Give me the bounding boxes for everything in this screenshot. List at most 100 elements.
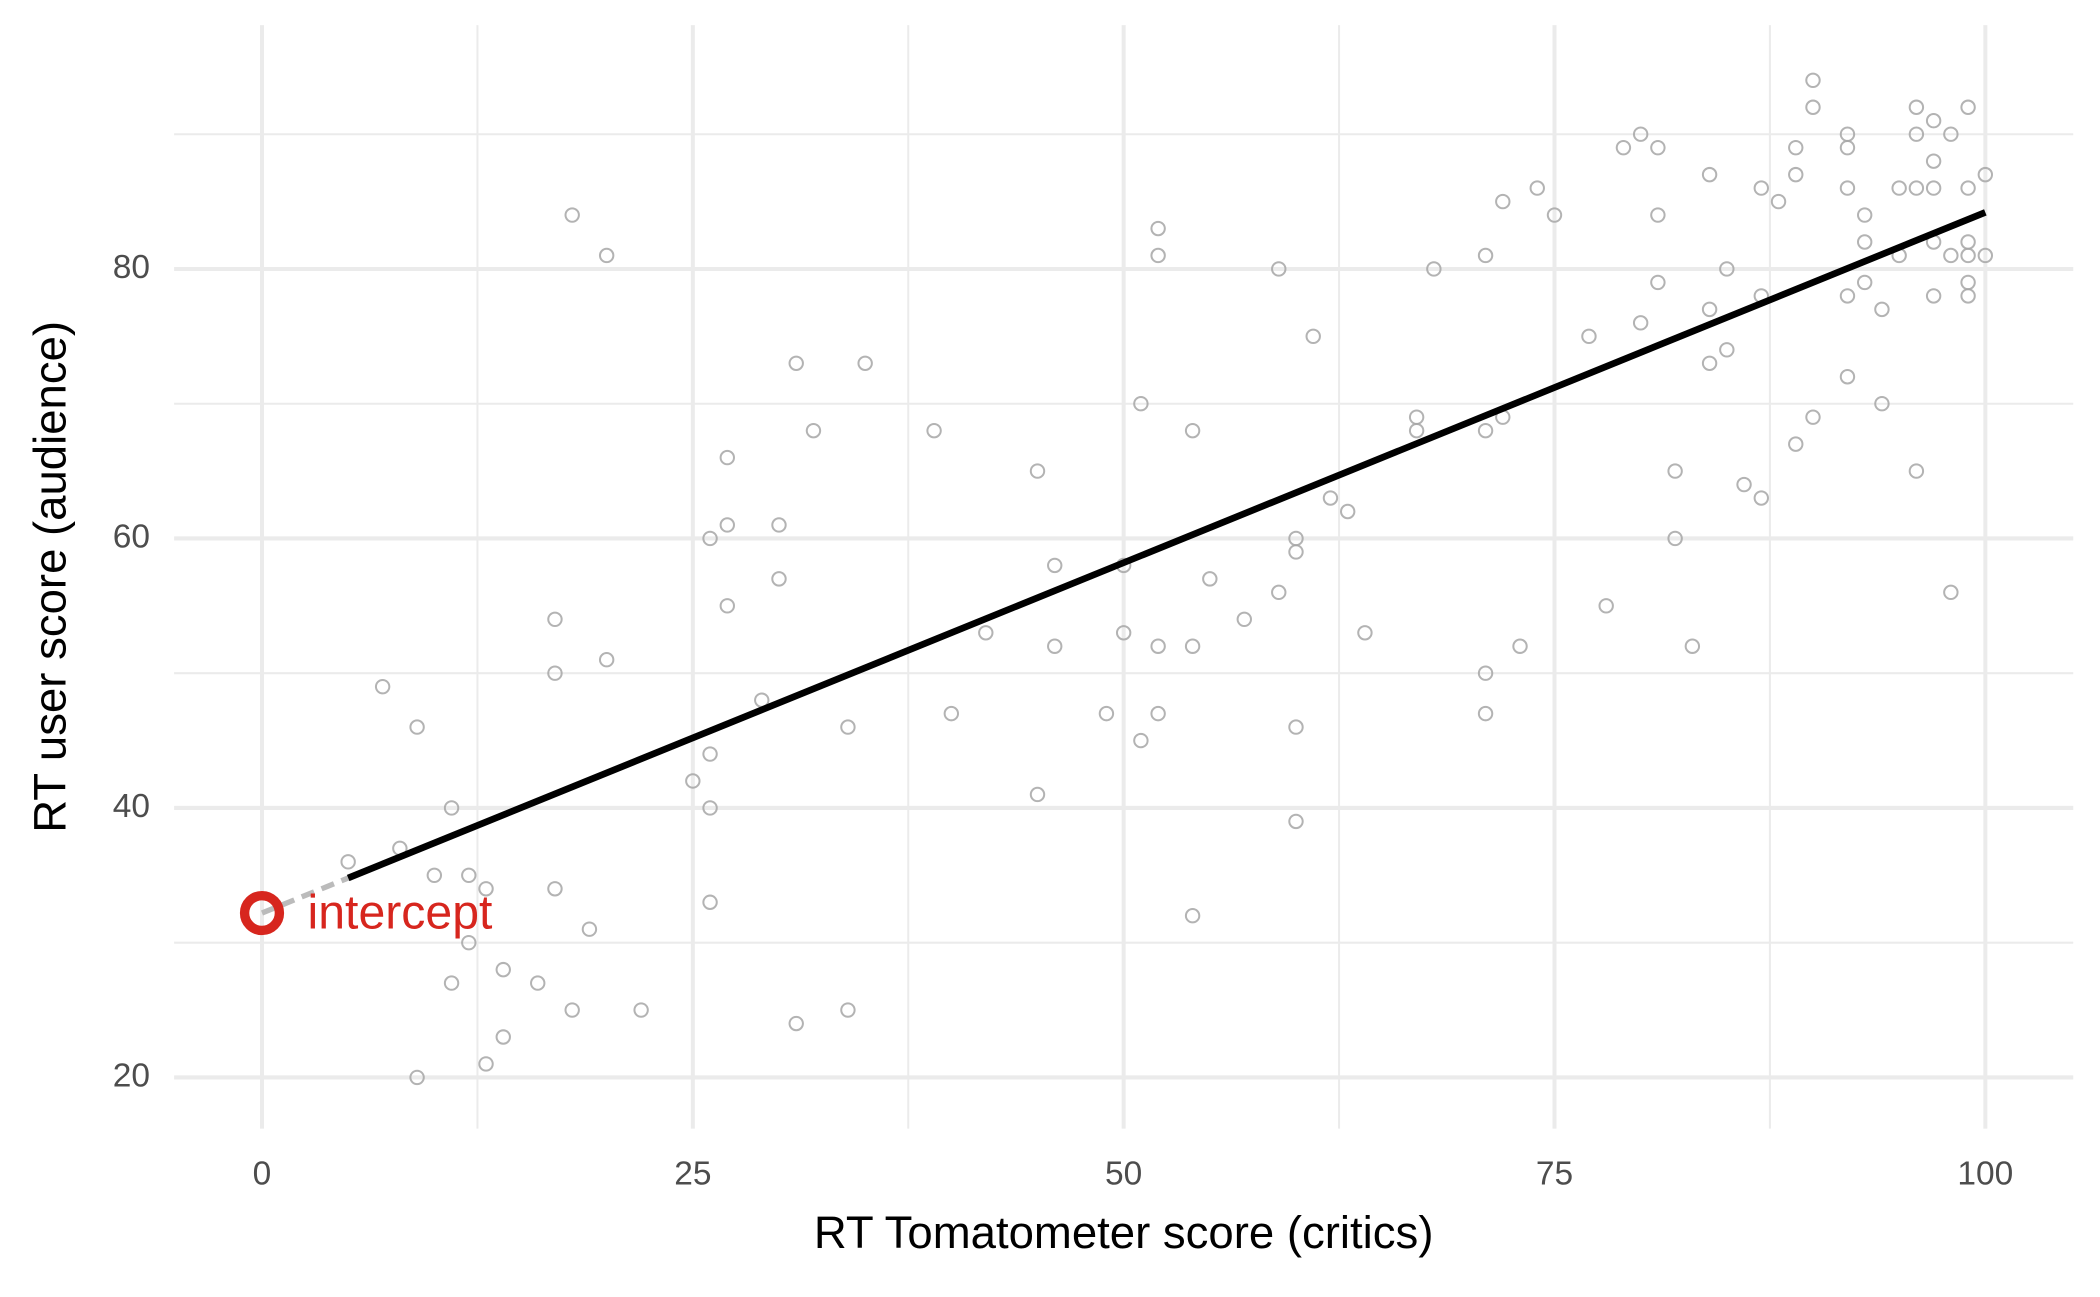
point: [1615, 139, 1632, 156]
point: [1925, 180, 1942, 196]
point: [461, 867, 477, 884]
point: [1495, 193, 1511, 210]
point: [1701, 355, 1718, 371]
point: [1150, 220, 1166, 237]
point: [1150, 638, 1166, 654]
point: [1288, 544, 1304, 560]
point: [1581, 328, 1597, 345]
point: [1960, 288, 1976, 304]
point: [1271, 261, 1287, 277]
point: [1133, 395, 1149, 412]
point: [1271, 584, 1287, 601]
point: [1908, 99, 1925, 115]
point: [685, 773, 701, 789]
point: [1650, 274, 1666, 291]
point: [1477, 705, 1494, 722]
point: [1719, 342, 1735, 358]
point: [1150, 705, 1166, 722]
point: [443, 800, 460, 816]
x-tick-label: 100: [1957, 1155, 2013, 1192]
point: [702, 800, 718, 816]
point: [1701, 301, 1718, 318]
point: [1546, 207, 1563, 223]
point: [1891, 180, 1907, 196]
point: [1908, 463, 1925, 479]
point: [1098, 705, 1115, 722]
point: [1357, 625, 1373, 641]
point: [1719, 261, 1735, 277]
point: [495, 961, 511, 978]
x-tick-label: 75: [1536, 1155, 1573, 1192]
point: [1925, 153, 1942, 169]
point: [1288, 813, 1304, 830]
point: [1701, 166, 1718, 183]
point: [1632, 315, 1649, 331]
y-tick-label: 80: [113, 249, 150, 286]
point: [1788, 436, 1804, 452]
point: [1977, 247, 1994, 264]
point: [1598, 598, 1614, 614]
point: [409, 1069, 425, 1086]
point: [943, 705, 960, 722]
point: [461, 934, 477, 951]
point: [771, 571, 787, 587]
point: [1684, 638, 1701, 654]
point: [1908, 180, 1925, 196]
point: [1650, 139, 1666, 156]
point: [409, 719, 425, 735]
point: [1150, 247, 1166, 264]
point: [771, 517, 787, 533]
point: [978, 625, 994, 641]
point: [1339, 503, 1356, 520]
x-axis-title: RT Tomatometer score (critics): [814, 1207, 1434, 1258]
point: [1408, 422, 1425, 439]
point: [564, 1002, 580, 1018]
point: [1650, 207, 1666, 223]
point: [1856, 234, 1873, 250]
point: [1184, 638, 1201, 654]
point: [1529, 180, 1545, 196]
point: [1133, 732, 1149, 749]
point: [1736, 476, 1752, 493]
point: [1202, 571, 1218, 587]
point: [1839, 139, 1856, 156]
point: [1960, 274, 1976, 291]
point: [1874, 301, 1890, 318]
y-tick-label: 20: [113, 1057, 150, 1094]
point: [1047, 557, 1063, 574]
point: [1925, 113, 1942, 129]
point: [1960, 234, 1976, 250]
point: [426, 867, 443, 884]
point: [1977, 166, 1994, 183]
point: [1632, 126, 1649, 142]
intercept-extension: [260, 875, 350, 916]
y-tick-label: 60: [113, 518, 150, 555]
y-axis-title: RT user score (audience): [25, 321, 76, 833]
point: [1322, 490, 1339, 506]
point: [1477, 422, 1494, 439]
point: [1788, 139, 1804, 156]
point: [1288, 719, 1304, 735]
point: [1236, 611, 1252, 627]
point: [1512, 638, 1528, 654]
point: [788, 1015, 804, 1032]
point: [547, 665, 563, 681]
point: [1753, 490, 1769, 506]
x-tick-label: 25: [674, 1155, 711, 1192]
point: [1805, 99, 1821, 115]
point: [719, 449, 735, 466]
point: [1115, 625, 1132, 641]
point: [340, 854, 356, 870]
point: [374, 678, 391, 695]
point: [1029, 463, 1046, 479]
point: [581, 921, 598, 937]
point: [547, 611, 563, 627]
y-tick-label: 40: [113, 788, 150, 825]
point: [719, 517, 735, 533]
point: [702, 894, 718, 910]
point: [1943, 584, 1959, 601]
point: [702, 746, 718, 762]
point: [1477, 665, 1494, 681]
point: [1667, 463, 1683, 479]
point: [1184, 908, 1201, 924]
